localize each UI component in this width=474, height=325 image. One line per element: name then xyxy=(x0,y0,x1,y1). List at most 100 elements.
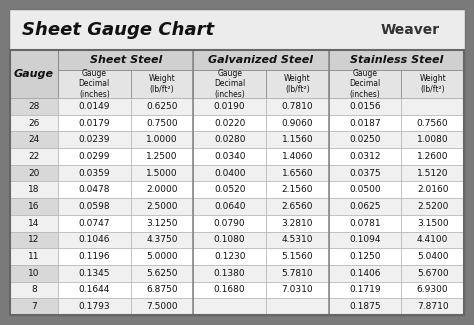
Text: Sheet Gauge Chart: Sheet Gauge Chart xyxy=(22,21,214,39)
Bar xyxy=(266,131,328,148)
Bar xyxy=(58,115,131,131)
Text: 0.0598: 0.0598 xyxy=(79,202,110,211)
Bar xyxy=(266,98,328,115)
Text: 10: 10 xyxy=(28,269,40,278)
Bar xyxy=(328,248,401,265)
Text: 0.0790: 0.0790 xyxy=(214,219,246,228)
Text: 5.0000: 5.0000 xyxy=(146,252,178,261)
Bar xyxy=(131,282,193,298)
Bar xyxy=(10,198,58,215)
Bar xyxy=(58,181,131,198)
Text: 3.1500: 3.1500 xyxy=(417,219,448,228)
Bar xyxy=(328,165,401,181)
Text: 0.0312: 0.0312 xyxy=(349,152,381,161)
Bar xyxy=(328,198,401,215)
Bar xyxy=(328,298,401,315)
Bar xyxy=(328,181,401,198)
Text: 0.0478: 0.0478 xyxy=(79,185,110,194)
Bar xyxy=(10,165,58,181)
Text: 0.1196: 0.1196 xyxy=(79,252,110,261)
Bar xyxy=(328,131,401,148)
Text: 1.4060: 1.4060 xyxy=(282,152,313,161)
Text: 0.0500: 0.0500 xyxy=(349,185,381,194)
Text: 0.1345: 0.1345 xyxy=(79,269,110,278)
Text: 2.5200: 2.5200 xyxy=(417,202,448,211)
Text: 7.0310: 7.0310 xyxy=(282,285,313,294)
Bar xyxy=(131,98,193,115)
Text: Gauge
Decimal
(inches): Gauge Decimal (inches) xyxy=(79,69,110,99)
Text: 6.8750: 6.8750 xyxy=(146,285,178,294)
Bar xyxy=(10,282,58,298)
Bar xyxy=(10,215,58,231)
Bar xyxy=(131,265,193,282)
Text: 0.0747: 0.0747 xyxy=(79,219,110,228)
Text: 0.0359: 0.0359 xyxy=(79,169,110,178)
Text: 0.1250: 0.1250 xyxy=(349,252,381,261)
Bar xyxy=(193,148,266,165)
Text: 0.1719: 0.1719 xyxy=(349,285,381,294)
Bar xyxy=(401,231,464,248)
Bar xyxy=(328,265,401,282)
Bar xyxy=(401,298,464,315)
Text: 3.2810: 3.2810 xyxy=(282,219,313,228)
Bar xyxy=(131,231,193,248)
Bar xyxy=(10,50,464,315)
Bar xyxy=(266,181,328,198)
Bar xyxy=(401,131,464,148)
Bar xyxy=(401,98,464,115)
Bar xyxy=(328,148,401,165)
Bar xyxy=(328,231,401,248)
Bar xyxy=(401,248,464,265)
Text: 4.3750: 4.3750 xyxy=(146,235,178,244)
Bar xyxy=(193,181,266,198)
Text: 0.7810: 0.7810 xyxy=(282,102,313,111)
Text: 0.7500: 0.7500 xyxy=(146,119,178,127)
Text: 0.1230: 0.1230 xyxy=(214,252,246,261)
Bar xyxy=(193,298,266,315)
Text: 0.1406: 0.1406 xyxy=(349,269,381,278)
Text: 1.5120: 1.5120 xyxy=(417,169,448,178)
Bar xyxy=(401,70,464,98)
Bar xyxy=(131,181,193,198)
Bar xyxy=(266,115,328,131)
Text: 2.1560: 2.1560 xyxy=(282,185,313,194)
Bar xyxy=(10,115,58,131)
Bar xyxy=(10,70,464,98)
Text: 14: 14 xyxy=(28,219,40,228)
Bar xyxy=(193,50,328,70)
Text: Sheet Steel: Sheet Steel xyxy=(90,55,162,65)
Text: 12: 12 xyxy=(28,235,40,244)
Text: 0.1380: 0.1380 xyxy=(214,269,246,278)
Bar xyxy=(10,98,58,115)
Text: 5.1560: 5.1560 xyxy=(282,252,313,261)
Text: 0.0400: 0.0400 xyxy=(214,169,246,178)
Text: 1.0000: 1.0000 xyxy=(146,135,178,144)
Text: 7.8710: 7.8710 xyxy=(417,302,448,311)
Text: 7: 7 xyxy=(31,302,37,311)
Bar xyxy=(10,148,58,165)
Bar xyxy=(328,50,464,70)
Text: 1.5000: 1.5000 xyxy=(146,169,178,178)
Text: 0.0280: 0.0280 xyxy=(214,135,246,144)
Bar xyxy=(266,248,328,265)
Bar xyxy=(131,148,193,165)
Text: 6.9300: 6.9300 xyxy=(417,285,448,294)
Bar xyxy=(58,265,131,282)
Text: 0.0179: 0.0179 xyxy=(79,119,110,127)
Text: 24: 24 xyxy=(28,135,40,144)
Text: 2.0000: 2.0000 xyxy=(146,185,178,194)
Bar xyxy=(401,148,464,165)
Text: 4.4100: 4.4100 xyxy=(417,235,448,244)
Bar xyxy=(266,265,328,282)
Bar xyxy=(193,115,266,131)
Text: 1.2500: 1.2500 xyxy=(146,152,178,161)
Bar xyxy=(193,131,266,148)
Bar xyxy=(401,181,464,198)
Text: 1.0080: 1.0080 xyxy=(417,135,448,144)
Bar xyxy=(401,215,464,231)
Text: 0.0375: 0.0375 xyxy=(349,169,381,178)
Text: 16: 16 xyxy=(28,202,40,211)
Text: 5.7810: 5.7810 xyxy=(282,269,313,278)
Text: 8: 8 xyxy=(31,285,37,294)
Bar xyxy=(58,70,131,98)
